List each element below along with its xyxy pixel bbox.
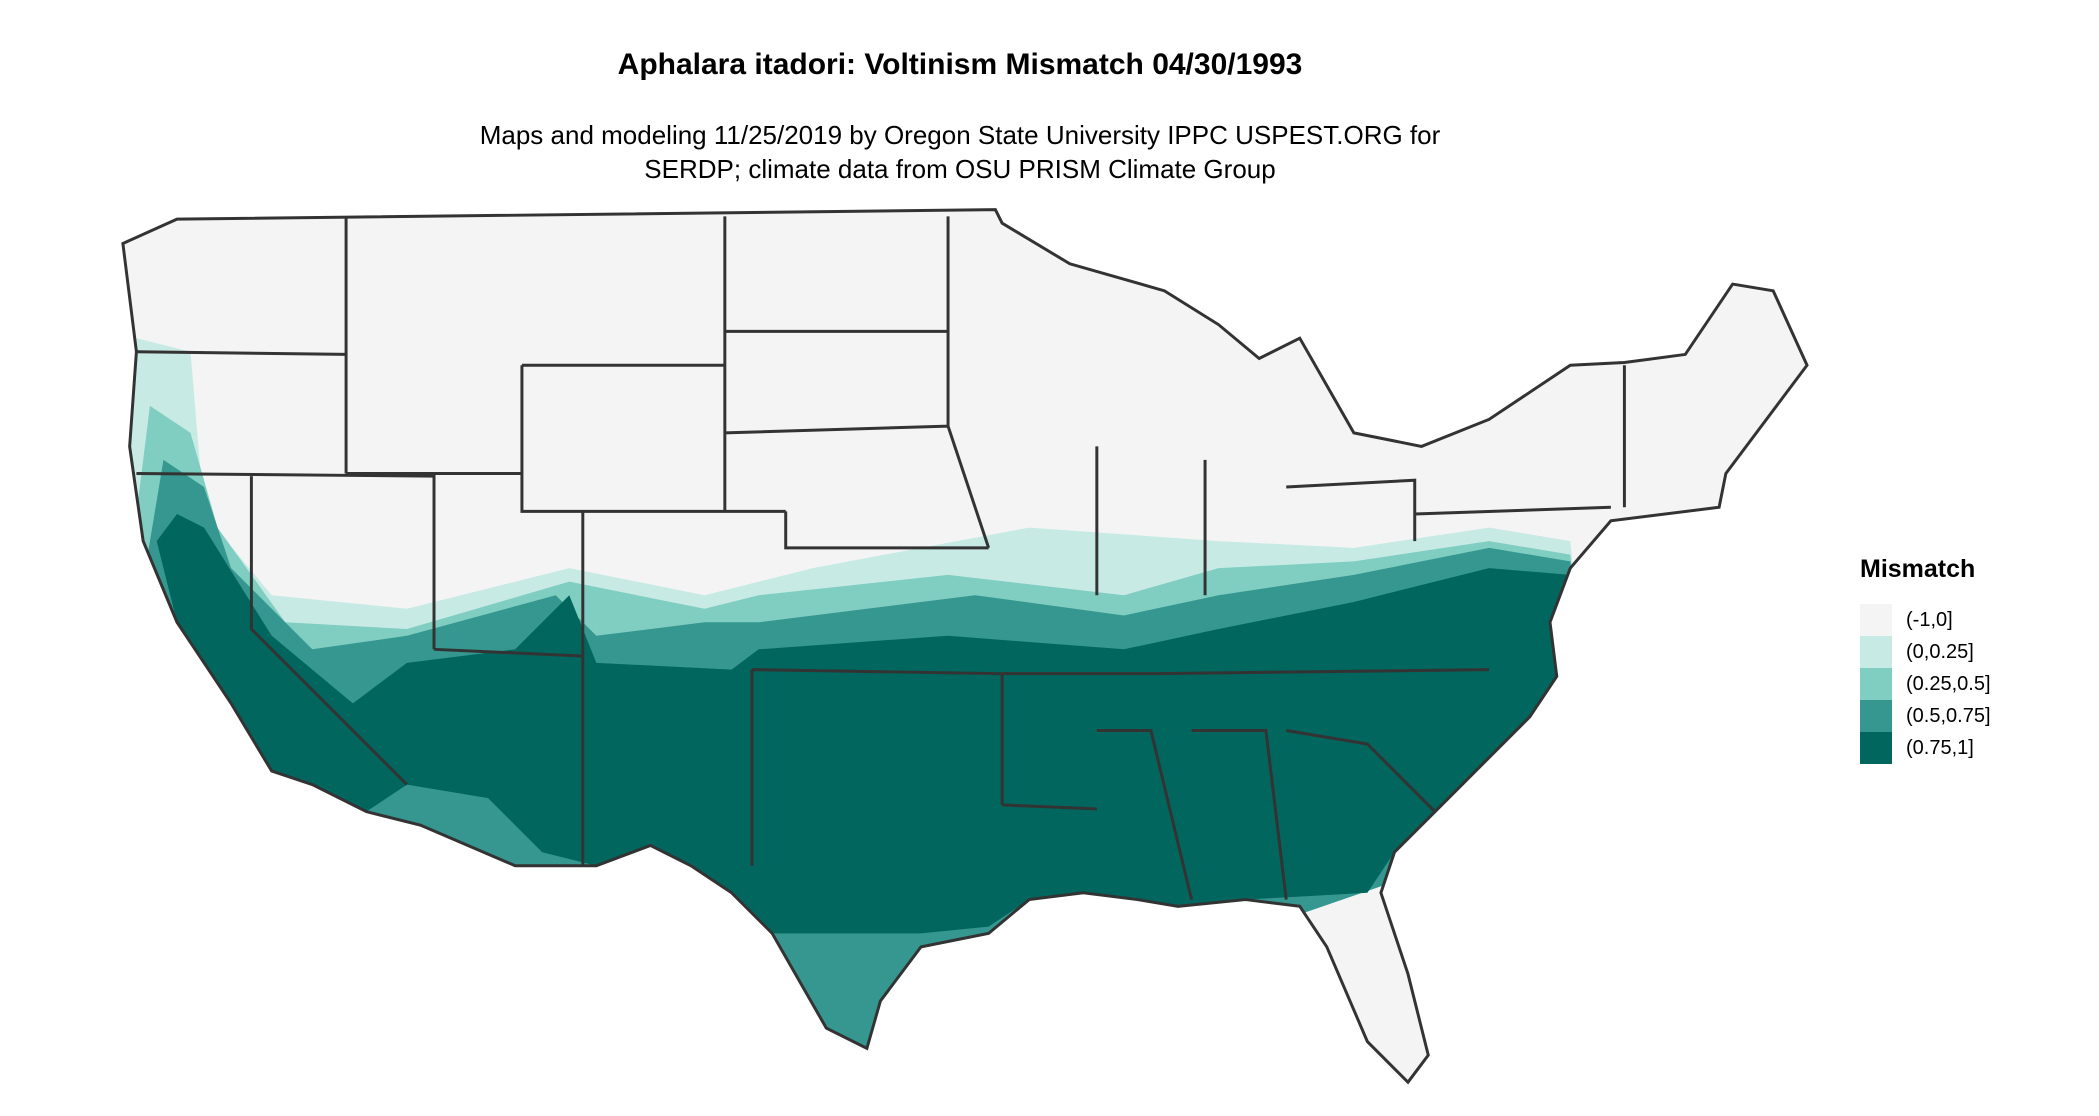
legend-item: (0.75,1] — [1860, 732, 1991, 764]
legend-label: (0,0.25] — [1906, 640, 1974, 663]
legend: Mismatch (-1,0] (0,0.25] (0.25,0.5] (0.5,0.… — [1860, 555, 1991, 764]
legend-label: (0.75,1] — [1906, 736, 1974, 759]
legend-title: Mismatch — [1860, 555, 1976, 583]
legend-label: (0.25,0.5] — [1906, 672, 1991, 695]
legend-swatch — [1860, 636, 1892, 668]
legend-swatch — [1860, 732, 1892, 764]
state-borders — [121, 208, 1809, 1084]
legend-item: (0.25,0.5] — [1860, 668, 1991, 700]
legend-swatch — [1860, 668, 1892, 700]
map-subtitle: Maps and modeling 11/25/2019 by Oregon S… — [0, 118, 1920, 186]
legend-swatch — [1860, 700, 1892, 732]
legend-item: (0.5,0.75] — [1860, 700, 1991, 732]
map-title: Aphalara itadori: Voltinism Mismatch 04/… — [617, 48, 1303, 81]
legend-item: (-1,0] — [1860, 604, 1991, 636]
mismatch-zone-max — [156, 514, 1571, 934]
legend-swatch — [1860, 604, 1892, 636]
legend-label: (-1,0] — [1906, 608, 1953, 631]
subtitle-line-1: Maps and modeling 11/25/2019 by Oregon S… — [479, 120, 1441, 150]
legend-label: (0.5,0.75] — [1906, 704, 1991, 727]
subtitle-line-2: SERDP; climate data from OSU PRISM Clima… — [644, 154, 1276, 184]
legend-item: (0,0.25] — [1860, 636, 1991, 668]
